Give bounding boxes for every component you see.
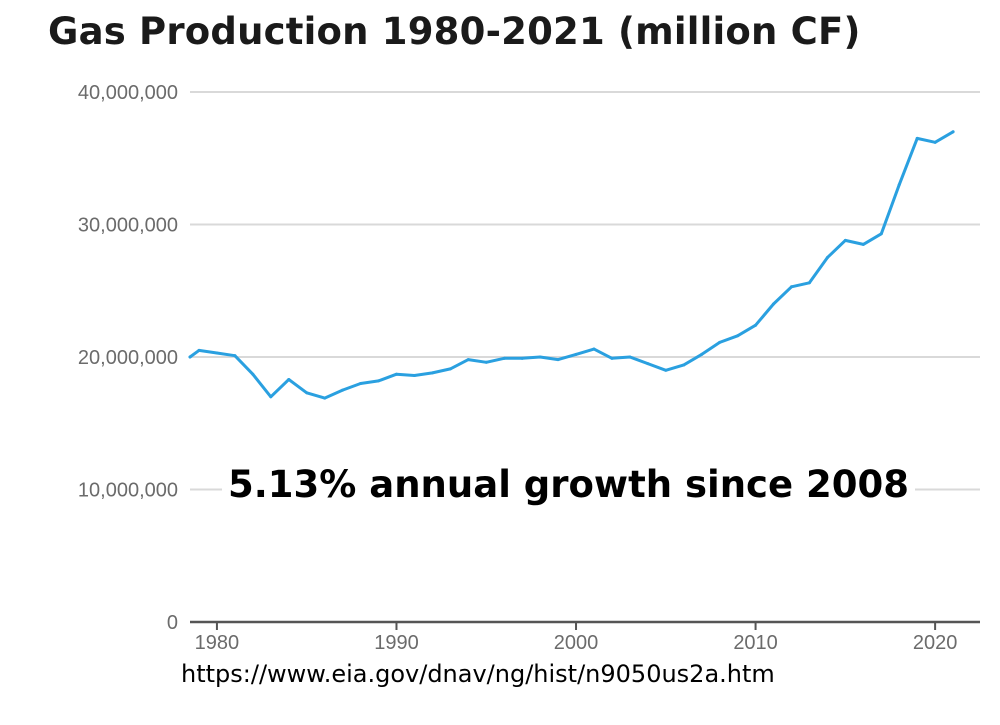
data-point: [807, 281, 811, 285]
x-tick-label: 2000: [554, 632, 599, 654]
data-point: [430, 371, 434, 375]
data-point: [754, 323, 758, 327]
data-point: [897, 183, 901, 187]
data-point: [502, 356, 506, 360]
data-point: [197, 348, 201, 352]
data-point: [412, 374, 416, 378]
x-tick-label: 1980: [195, 632, 240, 654]
data-point: [341, 388, 345, 392]
data-point: [646, 362, 650, 366]
x-tick-label: 1990: [374, 632, 419, 654]
data-point: [736, 334, 740, 338]
y-tick-label: 30,000,000: [78, 215, 178, 237]
y-axis-tick-labels: 0 10,000,000 20,000,000 30,000,000 40,000,00…: [78, 82, 178, 634]
data-point: [628, 355, 632, 359]
data-point: [323, 396, 327, 400]
data-point: [915, 136, 919, 140]
data-point: [466, 358, 470, 362]
data-point: [305, 391, 309, 395]
data-point: [538, 355, 542, 359]
data-point: [933, 140, 937, 144]
y-tick-label: 0: [167, 612, 178, 634]
growth-annotation: 5.13% annual growth since 2008: [222, 463, 915, 506]
data-point: [484, 360, 488, 364]
gridlines: [190, 91, 980, 491]
data-point: [843, 238, 847, 242]
data-point: [394, 372, 398, 376]
source-url: https://www.eia.gov/dnav/ng/hist/n9050us…: [181, 660, 775, 688]
data-point: [772, 302, 776, 306]
data-point: [825, 256, 829, 260]
data-point: [215, 351, 219, 355]
data-point: [574, 352, 578, 356]
data-point: [233, 354, 237, 358]
data-point: [287, 378, 291, 382]
data-point: [951, 130, 955, 134]
data-point: [861, 242, 865, 246]
y-tick-label: 20,000,000: [78, 347, 178, 369]
data-point: [520, 356, 524, 360]
x-tick-label: 2010: [733, 632, 778, 654]
data-points: [188, 130, 955, 400]
data-point: [251, 372, 255, 376]
data-point: [377, 379, 381, 383]
data-point: [879, 232, 883, 236]
data-point: [359, 382, 363, 385]
data-point: [188, 355, 192, 359]
chart-title: Gas Production 1980-2021 (million CF): [48, 10, 861, 53]
data-point: [592, 347, 596, 351]
y-tick-label: 40,000,000: [78, 82, 178, 104]
data-point: [448, 367, 452, 371]
data-point: [269, 395, 273, 399]
x-tick-label: 2020: [913, 632, 958, 654]
series-line-gas-production: [188, 130, 955, 400]
data-point: [789, 285, 793, 289]
data-point: [682, 363, 686, 367]
data-point: [610, 356, 614, 360]
data-point: [700, 352, 704, 356]
y-tick-label: 10,000,000: [78, 480, 178, 502]
data-point: [664, 368, 668, 372]
x-axis-ticks: 1980 1990 2000 2010 2020: [195, 622, 958, 654]
data-point: [718, 340, 722, 344]
data-point: [556, 358, 560, 362]
